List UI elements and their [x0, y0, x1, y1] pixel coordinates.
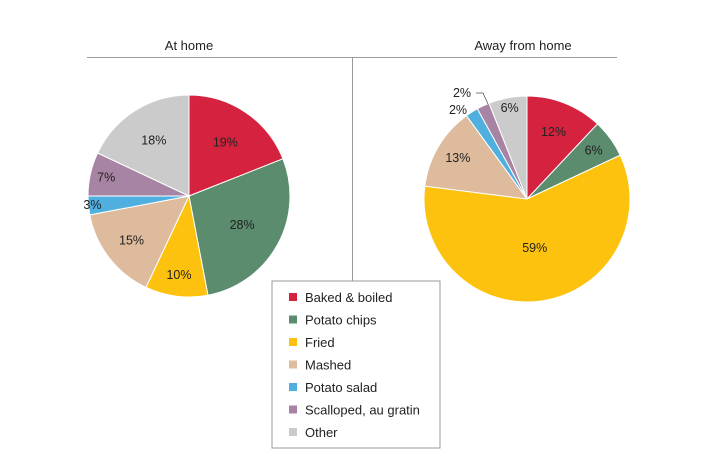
slice-mashed: [424, 114, 529, 200]
legend-label-mashed: Mashed: [305, 358, 351, 373]
slice-other: [96, 94, 190, 197]
legend-swatch-scalloped-au-gratin: [289, 405, 297, 414]
legend: Baked & boiled Potato chips Fried Mashed Pot…: [289, 290, 420, 440]
legend-swatch-potato-chips: [289, 315, 297, 324]
legend-swatch-baked-boiled: [289, 293, 297, 301]
legend-swatch-other: [289, 428, 297, 436]
legend-label-fried: Fried: [305, 335, 335, 350]
slice-label-potato-chips: 6%: [585, 144, 603, 158]
legend-swatch-potato-salad: [289, 383, 297, 391]
slice-mashed: [89, 195, 190, 289]
slice-other: [488, 95, 528, 200]
slice-baked-boiled: [526, 95, 599, 201]
slice-label-potato-chips: 28%: [230, 218, 255, 232]
pie-away-from-home: 12% 6% 59% 13% 2% 2% 6%: [423, 86, 631, 303]
slice-label-fried: 59%: [522, 241, 547, 255]
legend-swatch-fried: [289, 338, 297, 346]
slice-label-baked-boiled: 12%: [541, 125, 566, 139]
slice-label-potato-salad: 2%: [449, 103, 467, 117]
slice-label-other: 18%: [141, 134, 166, 148]
legend-box: [271, 280, 441, 449]
slice-label-potato-salad: 3%: [83, 198, 101, 212]
slice-label-baked-boiled: 19%: [213, 136, 238, 150]
slice-label-scalloped-au-gratin: 7%: [97, 170, 115, 184]
panel-title-at-home: At home: [165, 38, 213, 53]
legend-label-scalloped-au-gratin: Scalloped, au gratin: [305, 403, 420, 418]
slice-label-other: 6%: [501, 101, 519, 115]
legend-label-other: Other: [305, 425, 338, 440]
leader-line-scalloped: [476, 92, 489, 105]
legend-label-potato-salad: Potato salad: [305, 380, 377, 395]
slice-potato-chips: [188, 158, 291, 296]
legend-label-potato-chips: Potato chips: [305, 313, 377, 328]
pie-at-home: 19% 28% 10% 15% 3% 7% 18%: [83, 94, 291, 298]
slice-label-mashed: 15%: [119, 234, 144, 248]
legend-label-baked-boiled: Baked & boiled: [305, 290, 392, 305]
slice-label-mashed: 13%: [445, 151, 470, 165]
leader-lines: [476, 92, 489, 105]
slice-fried: [423, 154, 631, 303]
panel-title-away-from-home: Away from home: [474, 38, 571, 53]
slice-label-fried: 10%: [166, 268, 191, 282]
legend-swatch-mashed: [289, 360, 297, 369]
slice-label-scalloped-au-gratin: 2%: [453, 86, 471, 100]
slice-baked-boiled: [188, 94, 284, 197]
